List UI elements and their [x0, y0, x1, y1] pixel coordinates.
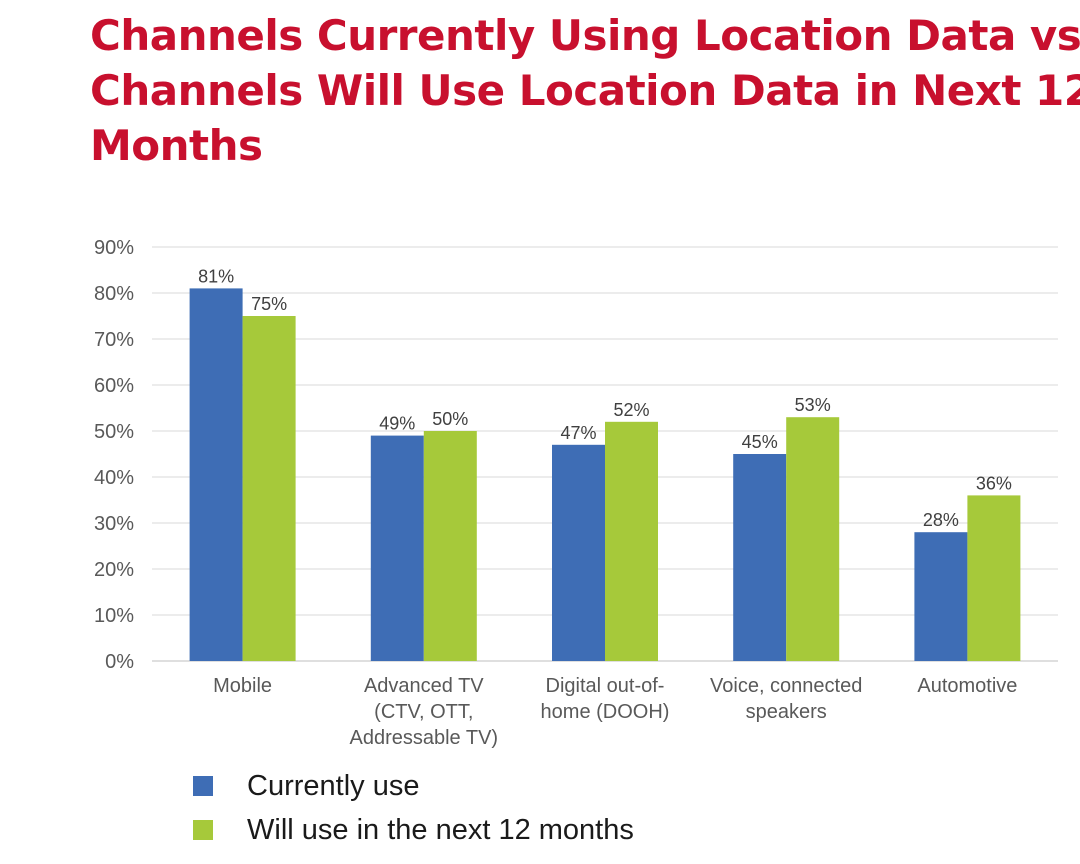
legend: Currently use Will use in the next 12 mo… [193, 764, 634, 852]
category-label: Automotive [917, 675, 1017, 697]
y-tick-label: 20% [94, 559, 134, 581]
category-label: (CTV, OTT, [374, 701, 473, 723]
legend-swatch-will-use [193, 820, 213, 840]
chart-title-line-2: Channels Will Use Location Data in Next … [90, 66, 1080, 115]
category-label: Voice, connected [710, 675, 862, 697]
legend-label-will-use: Will use in the next 12 months [247, 813, 634, 846]
bar-current-0 [189, 288, 243, 661]
data-label-current-1: 49% [379, 414, 415, 434]
category-label: Addressable TV) [350, 727, 499, 749]
y-tick-label: 0% [105, 651, 134, 673]
bar-future-4 [967, 495, 1021, 661]
chart-title-line-3: Months [90, 121, 263, 170]
chart-title: Channels Currently Using Location Data v… [90, 8, 1080, 173]
bar-chart: 0% 10% 20% 30% 40% 50% 60% 70% 80% 90% 81% 75% 49% 5… [94, 237, 1058, 749]
y-tick-label: 90% [94, 237, 134, 259]
data-label-current-2: 47% [560, 423, 596, 443]
bar-future-0 [242, 316, 296, 661]
bar-current-3 [733, 454, 787, 661]
data-labels: 81% 75% 49% 50% 47% 52% 45% 53% 28% 36% [198, 266, 1012, 530]
legend-item-currently-use: Currently use [193, 764, 634, 808]
data-label-future-2: 52% [613, 400, 649, 420]
bars [189, 288, 1021, 661]
y-tick-label: 10% [94, 605, 134, 627]
data-label-current-3: 45% [742, 432, 778, 452]
data-label-future-4: 36% [976, 473, 1012, 493]
bar-future-1 [423, 431, 477, 661]
y-tick-label: 70% [94, 329, 134, 351]
category-label: home (DOOH) [541, 701, 670, 723]
data-label-future-1: 50% [432, 409, 468, 429]
bar-future-3 [786, 417, 840, 661]
legend-swatch-currently-use [193, 776, 213, 796]
y-tick-label: 80% [94, 283, 134, 305]
legend-item-will-use: Will use in the next 12 months [193, 808, 634, 852]
y-axis-ticks: 0% 10% 20% 30% 40% 50% 60% 70% 80% 90% [94, 237, 134, 673]
y-tick-label: 40% [94, 467, 134, 489]
data-label-future-3: 53% [795, 395, 831, 415]
x-axis-categories: Mobile Advanced TV (CTV, OTT, Addressable T… [213, 675, 1017, 749]
data-label-future-0: 75% [251, 294, 287, 314]
category-label: speakers [746, 701, 827, 723]
bar-future-2 [605, 421, 658, 661]
y-tick-label: 50% [94, 421, 134, 443]
category-label: Advanced TV [364, 675, 484, 697]
data-label-current-4: 28% [923, 510, 959, 530]
bar-current-4 [914, 532, 968, 661]
y-tick-label: 30% [94, 513, 134, 535]
category-label: Mobile [213, 675, 272, 697]
legend-label-currently-use: Currently use [247, 769, 420, 802]
category-label: Digital out-of- [546, 675, 665, 697]
chart-title-line-1: Channels Currently Using Location Data v… [90, 11, 1080, 60]
bar-current-2 [552, 444, 605, 661]
bar-current-1 [370, 435, 424, 661]
data-label-current-0: 81% [198, 266, 234, 286]
y-tick-label: 60% [94, 375, 134, 397]
